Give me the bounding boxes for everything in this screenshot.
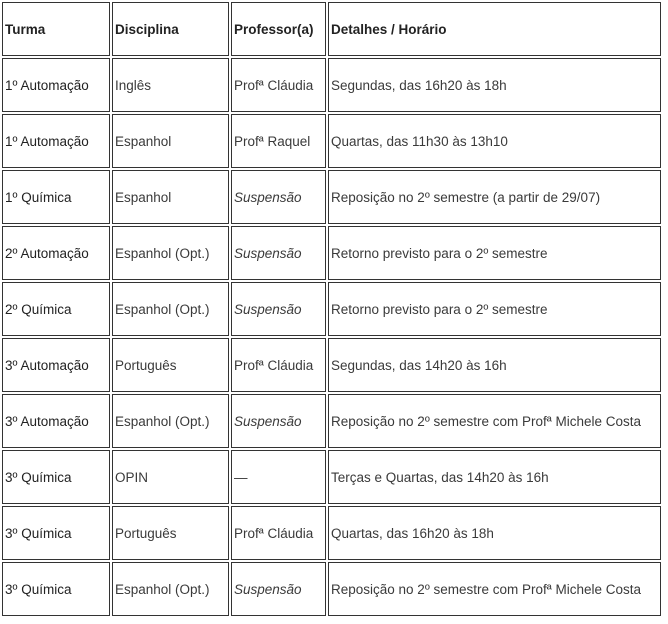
cell-disciplina: OPIN xyxy=(112,450,229,504)
table-row: 3º Química OPIN — Terças e Quartas, das … xyxy=(2,450,661,504)
cell-detalhes: Retorno previsto para o 2º semestre xyxy=(328,226,661,280)
column-header-disciplina: Disciplina xyxy=(112,2,229,56)
table-row: 1º Química Espanhol Suspensão Reposição … xyxy=(2,170,661,224)
cell-professor: — xyxy=(231,450,326,504)
cell-disciplina: Espanhol (Opt.) xyxy=(112,394,229,448)
cell-detalhes: Quartas, das 11h30 às 13h10 xyxy=(328,114,661,168)
cell-turma: 1º Automação xyxy=(2,114,110,168)
cell-professor: Suspensão xyxy=(231,170,326,224)
cell-disciplina: Espanhol (Opt.) xyxy=(112,226,229,280)
cell-professor: Suspensão xyxy=(231,226,326,280)
cell-disciplina: Português xyxy=(112,338,229,392)
cell-turma: 1º Automação xyxy=(2,58,110,112)
table-row: 1º Automação Espanhol Profª Raquel Quart… xyxy=(2,114,661,168)
cell-professor: Suspensão xyxy=(231,394,326,448)
cell-turma: 2º Automação xyxy=(2,226,110,280)
cell-disciplina: Português xyxy=(112,506,229,560)
column-header-turma: Turma xyxy=(2,2,110,56)
cell-turma: 1º Química xyxy=(2,170,110,224)
cell-detalhes: Reposição no 2º semestre (a partir de 29… xyxy=(328,170,661,224)
column-header-detalhes: Detalhes / Horário xyxy=(328,2,661,56)
table-row: 3º Química Espanhol (Opt.) Suspensão Rep… xyxy=(2,562,661,616)
cell-professor: Suspensão xyxy=(231,562,326,616)
cell-detalhes: Segundas, das 16h20 às 18h xyxy=(328,58,661,112)
cell-professor: Profª Cláudia xyxy=(231,506,326,560)
cell-professor: Profª Cláudia xyxy=(231,338,326,392)
cell-detalhes: Reposição no 2º semestre com Profª Miche… xyxy=(328,394,661,448)
table-row: 3º Química Português Profª Cláudia Quart… xyxy=(2,506,661,560)
cell-detalhes: Retorno previsto para o 2º semestre xyxy=(328,282,661,336)
cell-detalhes: Segundas, das 14h20 às 16h xyxy=(328,338,661,392)
cell-detalhes: Terças e Quartas, das 14h20 às 16h xyxy=(328,450,661,504)
cell-turma: 3º Automação xyxy=(2,394,110,448)
table-row: 3º Automação Português Profª Cláudia Seg… xyxy=(2,338,661,392)
header-row: Turma Disciplina Professor(a) Detalhes /… xyxy=(2,2,661,56)
cell-professor: Profª Raquel xyxy=(231,114,326,168)
table-row: 1º Automação Inglês Profª Cláudia Segund… xyxy=(2,58,661,112)
cell-professor: Profª Cláudia xyxy=(231,58,326,112)
cell-disciplina: Espanhol (Opt.) xyxy=(112,562,229,616)
cell-disciplina: Espanhol xyxy=(112,114,229,168)
cell-professor: Suspensão xyxy=(231,282,326,336)
table-row: 3º Automação Espanhol (Opt.) Suspensão R… xyxy=(2,394,661,448)
cell-disciplina: Espanhol (Opt.) xyxy=(112,282,229,336)
cell-detalhes: Reposição no 2º semestre com Profª Miche… xyxy=(328,562,661,616)
cell-turma: 3º Química xyxy=(2,450,110,504)
cell-turma: 3º Química xyxy=(2,562,110,616)
column-header-professor: Professor(a) xyxy=(231,2,326,56)
table-row: 2º Automação Espanhol (Opt.) Suspensão R… xyxy=(2,226,661,280)
cell-detalhes: Quartas, das 16h20 às 18h xyxy=(328,506,661,560)
cell-turma: 2º Química xyxy=(2,282,110,336)
cell-disciplina: Inglês xyxy=(112,58,229,112)
cell-turma: 3º Química xyxy=(2,506,110,560)
table-row: 2º Química Espanhol (Opt.) Suspensão Ret… xyxy=(2,282,661,336)
cell-disciplina: Espanhol xyxy=(112,170,229,224)
cell-turma: 3º Automação xyxy=(2,338,110,392)
